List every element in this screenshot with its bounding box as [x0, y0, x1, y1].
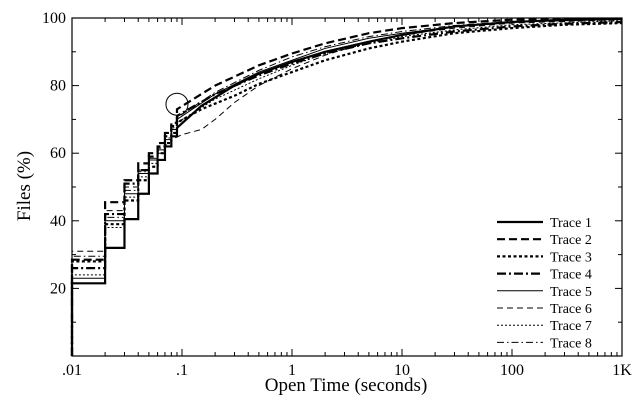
annotation-layer [165, 92, 189, 116]
x-tick-label: 1K [612, 362, 632, 379]
legend-label-trace-5: Trace 5 [550, 285, 592, 300]
y-tick-label: 40 [50, 213, 66, 230]
y-tick-label: 20 [50, 280, 66, 297]
legend-label-trace-3: Trace 3 [550, 250, 592, 265]
series-line-trace-6 [71, 19, 623, 356]
plot-axes: .01 .1 1 10 100 1K 20 40 60 80 100 [42, 10, 632, 379]
highlight-circle [165, 92, 189, 116]
x-axis-label: Open Time (seconds) [265, 375, 428, 396]
series-line-trace-5 [71, 18, 623, 356]
legend-label-trace-6: Trace 6 [550, 302, 592, 317]
x-tick-label: .01 [62, 362, 82, 379]
legend-label-trace-8: Trace 8 [550, 336, 592, 351]
legend-label-trace-4: Trace 4 [550, 268, 592, 283]
y-axis-label: Files (%) [14, 151, 35, 221]
series-line-trace-1 [70, 17, 623, 356]
legend: Trace 1 Trace 2 Trace 3 Trace 4 Trace 5 Trace… [497, 216, 592, 351]
legend-label-trace-2: Trace 2 [550, 233, 592, 248]
y-tick-label: 100 [42, 10, 66, 27]
series-line-trace-3 [70, 21, 623, 356]
legend-label-trace-7: Trace 7 [550, 319, 592, 334]
y-tick-label: 60 [50, 145, 66, 162]
x-tick-label: 10 [394, 362, 410, 379]
x-tick-label: .1 [176, 362, 188, 379]
x-tick-label: 100 [500, 362, 524, 379]
legend-label-trace-1: Trace 1 [550, 216, 592, 231]
series-layer [70, 17, 623, 356]
series-line-trace-7 [71, 20, 623, 356]
plot-frame [71, 17, 623, 357]
series-line-trace-2 [70, 17, 623, 356]
series-line-trace-4 [70, 20, 623, 356]
y-tick-label: 80 [50, 78, 66, 95]
x-tick-label: 1 [288, 362, 296, 379]
series-line-trace-8 [71, 18, 623, 356]
